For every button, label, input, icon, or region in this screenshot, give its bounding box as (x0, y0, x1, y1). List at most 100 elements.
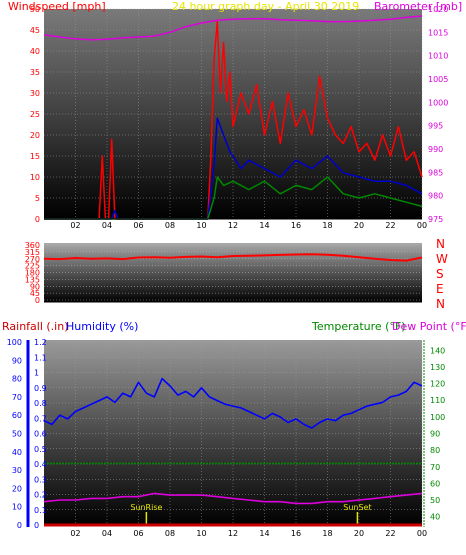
sun-marker-label: SunSet (343, 503, 371, 512)
x-tick-label: 16 (291, 221, 301, 230)
wind-y-tick-label: 15 (30, 152, 40, 161)
x-tick-label: 02 (70, 221, 80, 230)
temperature-y-tick-label: 60 (430, 479, 440, 488)
rain-y-tick-label: 0.6 (34, 430, 47, 439)
baro-y-tick-label: 1020 (428, 5, 448, 14)
x-tick-label: 20 (354, 221, 364, 230)
x-tick-label: 00 (417, 529, 427, 538)
x-tick-label: 00 (417, 221, 427, 230)
direction-y-tick-label: 225 (25, 262, 40, 271)
humidity-y-tick-label: 60 (12, 411, 22, 420)
temperature-y-tick-label: 120 (430, 380, 445, 389)
baro-y-tick-label: 995 (428, 122, 443, 131)
x-tick-label: 22 (385, 221, 395, 230)
baro-y-tick-label: 1015 (428, 28, 448, 37)
temperature-y-tick-label: 80 (430, 446, 440, 455)
rain-y-tick-label: 1.2 (34, 338, 47, 347)
rain-y-tick-label: 0.1 (34, 506, 47, 515)
baro-y-tick-label: 975 (428, 215, 443, 224)
humidity-y-tick-label: 80 (12, 375, 22, 384)
rain-y-tick-label: 1.1 (34, 353, 47, 362)
rain-y-tick-label: 1 (34, 369, 39, 378)
x-tick-label: 12 (228, 221, 238, 230)
x-tick-label: 12 (228, 529, 238, 538)
x-tick-label: 20 (354, 529, 364, 538)
humidity-y-tick-label: 20 (12, 484, 22, 493)
humidity-y-tick-label: 50 (12, 430, 22, 439)
temperature-y-tick-label: 70 (430, 463, 440, 472)
direction-y-tick-label: 0 (35, 296, 40, 305)
humidity-y-tick-label: 100 (7, 338, 22, 347)
temperature-y-tick-label: 90 (430, 430, 440, 439)
x-tick-label: 10 (196, 221, 206, 230)
humidity-ylabel: Humidity (%) (66, 320, 138, 333)
x-tick-label: 06 (133, 221, 143, 230)
rain-y-tick-label: 0.8 (34, 399, 47, 408)
temperature-y-tick-label: 130 (430, 363, 445, 372)
average-wind-line (44, 176, 423, 220)
compass-label: N (436, 237, 445, 251)
x-tick-label: 04 (102, 221, 112, 230)
x-tick-label: 08 (165, 221, 175, 230)
temperature-y-tick-label: 140 (430, 346, 445, 355)
x-tick-label: 08 (165, 529, 175, 538)
compass-label: S (436, 267, 444, 281)
temperature-y-tick-label: 100 (430, 413, 445, 422)
wind-y-tick-label: 10 (30, 173, 40, 182)
baro-y-tick-label: 990 (428, 145, 443, 154)
rain-ylabel: Rainfall (.in) (2, 320, 69, 333)
baro-y-tick-label: 1005 (428, 75, 448, 84)
wind-y-tick-label: 40 (30, 47, 40, 56)
x-tick-label: 02 (70, 529, 80, 538)
rain-y-tick-label: 0.2 (34, 491, 47, 500)
wind-y-tick-label: 50 (30, 5, 40, 14)
wind-direction-line (43, 253, 423, 262)
wind-y-tick-label: 35 (30, 68, 40, 77)
wind-y-tick-label: 45 (30, 26, 40, 35)
rain-y-tick-label: 0.3 (34, 475, 47, 484)
x-tick-label: 18 (322, 221, 332, 230)
direction-y-tick-label: 180 (25, 269, 40, 278)
baro-y-tick-label: 1010 (428, 52, 448, 61)
humidity-y-tick-label: 40 (12, 448, 22, 457)
dewpoint-ylabel: Dew Point (°F) (392, 320, 466, 333)
wind-y-tick-label: 0 (35, 215, 40, 224)
wind-y-tick-label: 20 (30, 131, 40, 140)
humidity-y-tick-label: 10 (12, 503, 22, 512)
direction-y-tick-label: 270 (25, 255, 40, 264)
rain-y-tick-label: 0.7 (34, 414, 47, 423)
humidity-y-tick-label: 90 (12, 356, 22, 365)
compass-label: W (436, 252, 448, 266)
temperature-y-tick-label: 40 (430, 513, 440, 522)
compass-label: E (436, 282, 444, 296)
rain-y-tick-label: 0 (34, 521, 39, 530)
rain-y-tick-label: 0.4 (34, 460, 47, 469)
baro-y-tick-label: 985 (428, 168, 443, 177)
baro-y-tick-label: 1000 (428, 98, 448, 107)
x-tick-label: 06 (133, 529, 143, 538)
baro-ylabel: Barometer [mb] (374, 0, 462, 13)
humidity-line (43, 377, 423, 429)
direction-y-tick-label: 315 (25, 248, 40, 257)
temperature-ylabel: Temperature (°F) (311, 320, 406, 333)
x-tick-label: 14 (259, 529, 269, 538)
direction-y-tick-label: 90 (30, 282, 40, 291)
rain-y-tick-label: 0.5 (34, 445, 47, 454)
baro-y-tick-label: 980 (428, 192, 443, 201)
direction-y-tick-label: 135 (25, 275, 40, 284)
sun-marker-label: SunRise (130, 503, 162, 512)
rain-y-tick-label: 0.9 (34, 384, 47, 393)
temperature-y-tick-label: 50 (430, 496, 440, 505)
wind-y-tick-label: 5 (35, 194, 40, 203)
x-tick-label: 22 (385, 529, 395, 538)
direction-y-tick-label: 45 (30, 289, 40, 298)
x-tick-label: 14 (259, 221, 269, 230)
wind-y-tick-label: 30 (30, 89, 40, 98)
barometer-line (43, 15, 423, 41)
x-tick-label: 16 (291, 529, 301, 538)
x-tick-label: 10 (196, 529, 206, 538)
wind-y-tick-label: 25 (30, 110, 40, 119)
dewpoint-line (43, 492, 423, 505)
x-tick-label: 18 (322, 529, 332, 538)
